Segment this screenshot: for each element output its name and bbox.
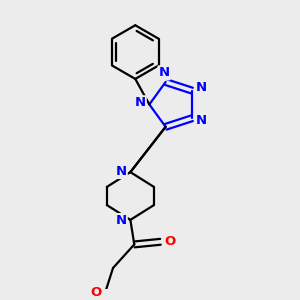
Text: N: N — [135, 96, 146, 109]
Text: N: N — [196, 81, 207, 94]
Text: O: O — [164, 235, 175, 248]
Text: O: O — [90, 286, 101, 299]
Text: N: N — [158, 66, 169, 80]
Text: N: N — [116, 214, 127, 227]
Text: N: N — [116, 165, 127, 178]
Text: N: N — [196, 114, 207, 128]
